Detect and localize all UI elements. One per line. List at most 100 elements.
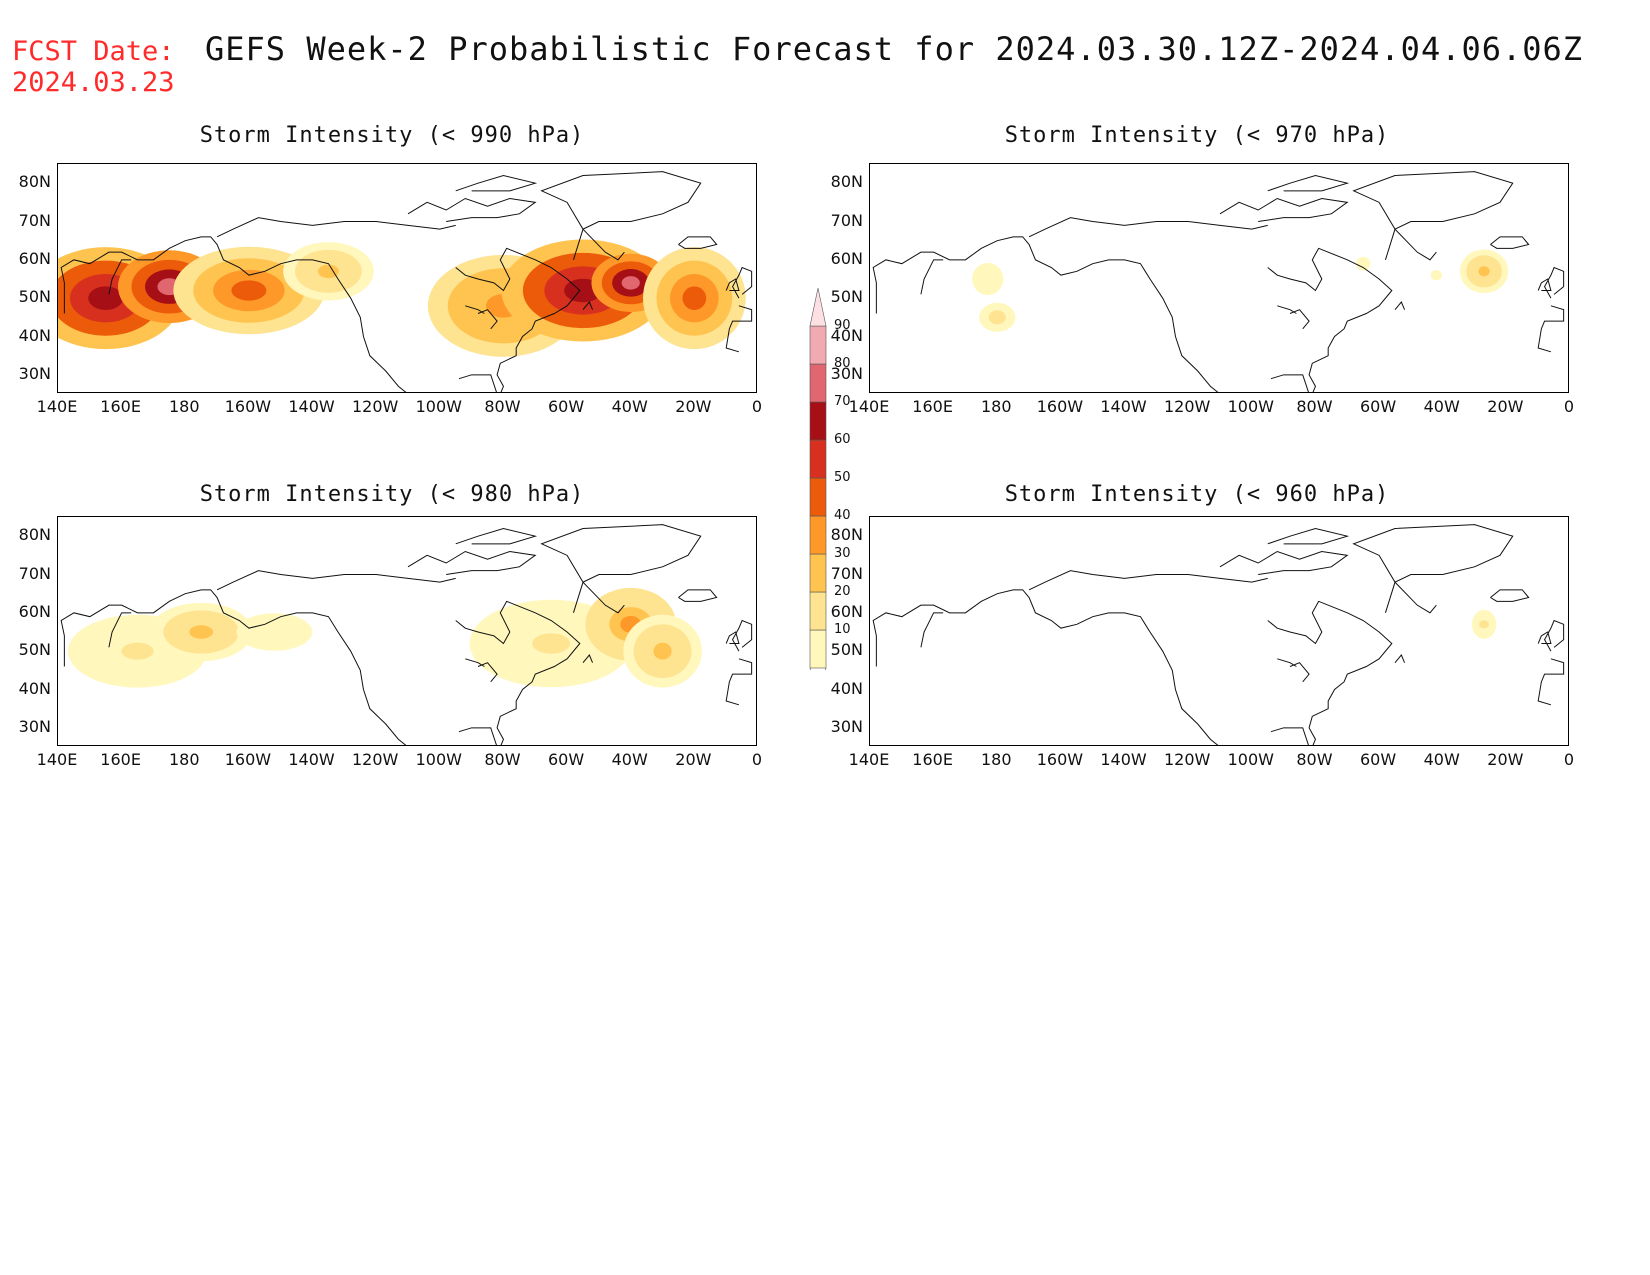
probability-area [1478, 266, 1490, 277]
coastline [731, 266, 753, 299]
lat-tick-label: 70N [18, 563, 51, 583]
coastline [465, 658, 485, 667]
panel-title-990: Storm Intensity (< 990 hPa) [199, 123, 585, 148]
probability-area [992, 313, 1003, 322]
lat-tick-label: 40N [18, 678, 51, 698]
lon-tick-label: 140E [36, 750, 78, 769]
lat-tick-label: 30N [830, 363, 863, 383]
coastline [1289, 662, 1310, 683]
coastline [1267, 247, 1393, 392]
coastline [407, 197, 537, 222]
lat-tick-label: 50N [18, 287, 51, 307]
lat-tick-label: 30N [830, 716, 863, 736]
lat-tick-label: 30N [18, 716, 51, 736]
probability-area [1431, 271, 1442, 280]
coastline [455, 527, 538, 545]
coastline [1270, 374, 1309, 392]
coastline [216, 217, 456, 238]
coastline [216, 570, 456, 591]
lon-tick-label: 140W [1100, 750, 1147, 769]
fcst-date-value: 2024.03.23 [12, 67, 175, 98]
lat-tick-label: 80N [830, 172, 863, 192]
coastline [1490, 236, 1530, 249]
lon-tick-label: 180 [168, 750, 200, 769]
lon-tick-label: 160W [1036, 750, 1084, 769]
page-title: GEFS Week-2 Probabilistic Forecast for 2… [205, 30, 1584, 68]
coastline [731, 619, 753, 652]
coastline [920, 612, 944, 648]
coastline [108, 612, 132, 648]
coastline [540, 171, 702, 261]
lon-tick-label: 120W [1163, 750, 1211, 769]
colorbar-segment [809, 401, 827, 441]
coastline [540, 524, 702, 614]
colorbar-segment [809, 477, 827, 517]
map-canvas [58, 171, 753, 392]
fcst-date: FCST Date: 2024.03.23 [12, 36, 175, 98]
coastline [1219, 197, 1349, 222]
lon-tick-label: 20W [675, 397, 712, 416]
coastline [678, 236, 718, 249]
lat-tick-label: 30N [18, 363, 51, 383]
lat-tick-label: 40N [830, 325, 863, 345]
probability-area [262, 626, 287, 638]
colorbar-segment [809, 515, 827, 555]
coastline [1490, 589, 1530, 602]
lon-tick-label: 140W [288, 750, 335, 769]
probability-area [682, 286, 707, 310]
probability-area [317, 264, 339, 279]
lon-tick-label: 0 [1563, 750, 1575, 769]
lon-tick-label: 140E [848, 397, 890, 416]
coastline [1394, 654, 1406, 663]
lat-tick-label: 60N [830, 248, 863, 268]
lat-tick-label: 50N [18, 640, 51, 660]
lon-tick-label: 20W [1487, 750, 1524, 769]
coastline [725, 658, 753, 706]
coastline [1289, 309, 1310, 330]
coastline [1267, 600, 1393, 745]
lon-tick-label: 80W [1296, 750, 1333, 769]
lat-tick-label: 60N [18, 601, 51, 621]
coastline [477, 309, 498, 330]
lon-tick-label: 40W [611, 750, 648, 769]
coastline [455, 174, 538, 192]
lat-tick-label: 40N [830, 678, 863, 698]
map-canvas [872, 171, 1565, 392]
colorbar-label: 70 [834, 394, 851, 409]
lat-tick-label: 80N [18, 172, 51, 192]
coastline [1537, 278, 1552, 291]
lon-tick-label: 160E [912, 750, 953, 769]
panel-title-960: Storm Intensity (< 960 hPa) [1004, 482, 1390, 507]
lon-tick-label: 60W [1359, 750, 1397, 769]
lon-tick-label: 160W [1036, 397, 1084, 416]
coastline [725, 278, 740, 291]
colorbar-segment [809, 553, 827, 593]
coastline [1028, 570, 1268, 591]
probability-area [653, 642, 672, 660]
coastline [1352, 524, 1514, 614]
colorbar-label: 30 [834, 546, 851, 561]
lon-tick-label: 100W [415, 397, 462, 416]
probability-area [621, 276, 640, 290]
lon-tick-label: 140W [288, 397, 335, 416]
coastline [1028, 217, 1268, 238]
coastline [582, 301, 594, 310]
lon-tick-label: 80W [1296, 397, 1333, 416]
map-990 [57, 163, 757, 393]
coastline [455, 600, 581, 745]
lon-tick-label: 120W [351, 750, 399, 769]
lon-tick-label: 160W [224, 750, 272, 769]
colorbar-label: 60 [834, 432, 851, 447]
lon-tick-label: 180 [980, 397, 1012, 416]
coastline [920, 259, 944, 295]
lon-tick-label: 180 [980, 750, 1012, 769]
lon-tick-label: 80W [484, 397, 521, 416]
coastline [1394, 301, 1406, 310]
coastline [108, 259, 132, 295]
coastline [458, 727, 497, 745]
lon-tick-label: 0 [751, 750, 763, 769]
coastline [1352, 171, 1514, 261]
colorbar-label: 40 [834, 508, 851, 523]
lon-tick-label: 160E [912, 397, 953, 416]
lon-tick-label: 0 [751, 397, 763, 416]
